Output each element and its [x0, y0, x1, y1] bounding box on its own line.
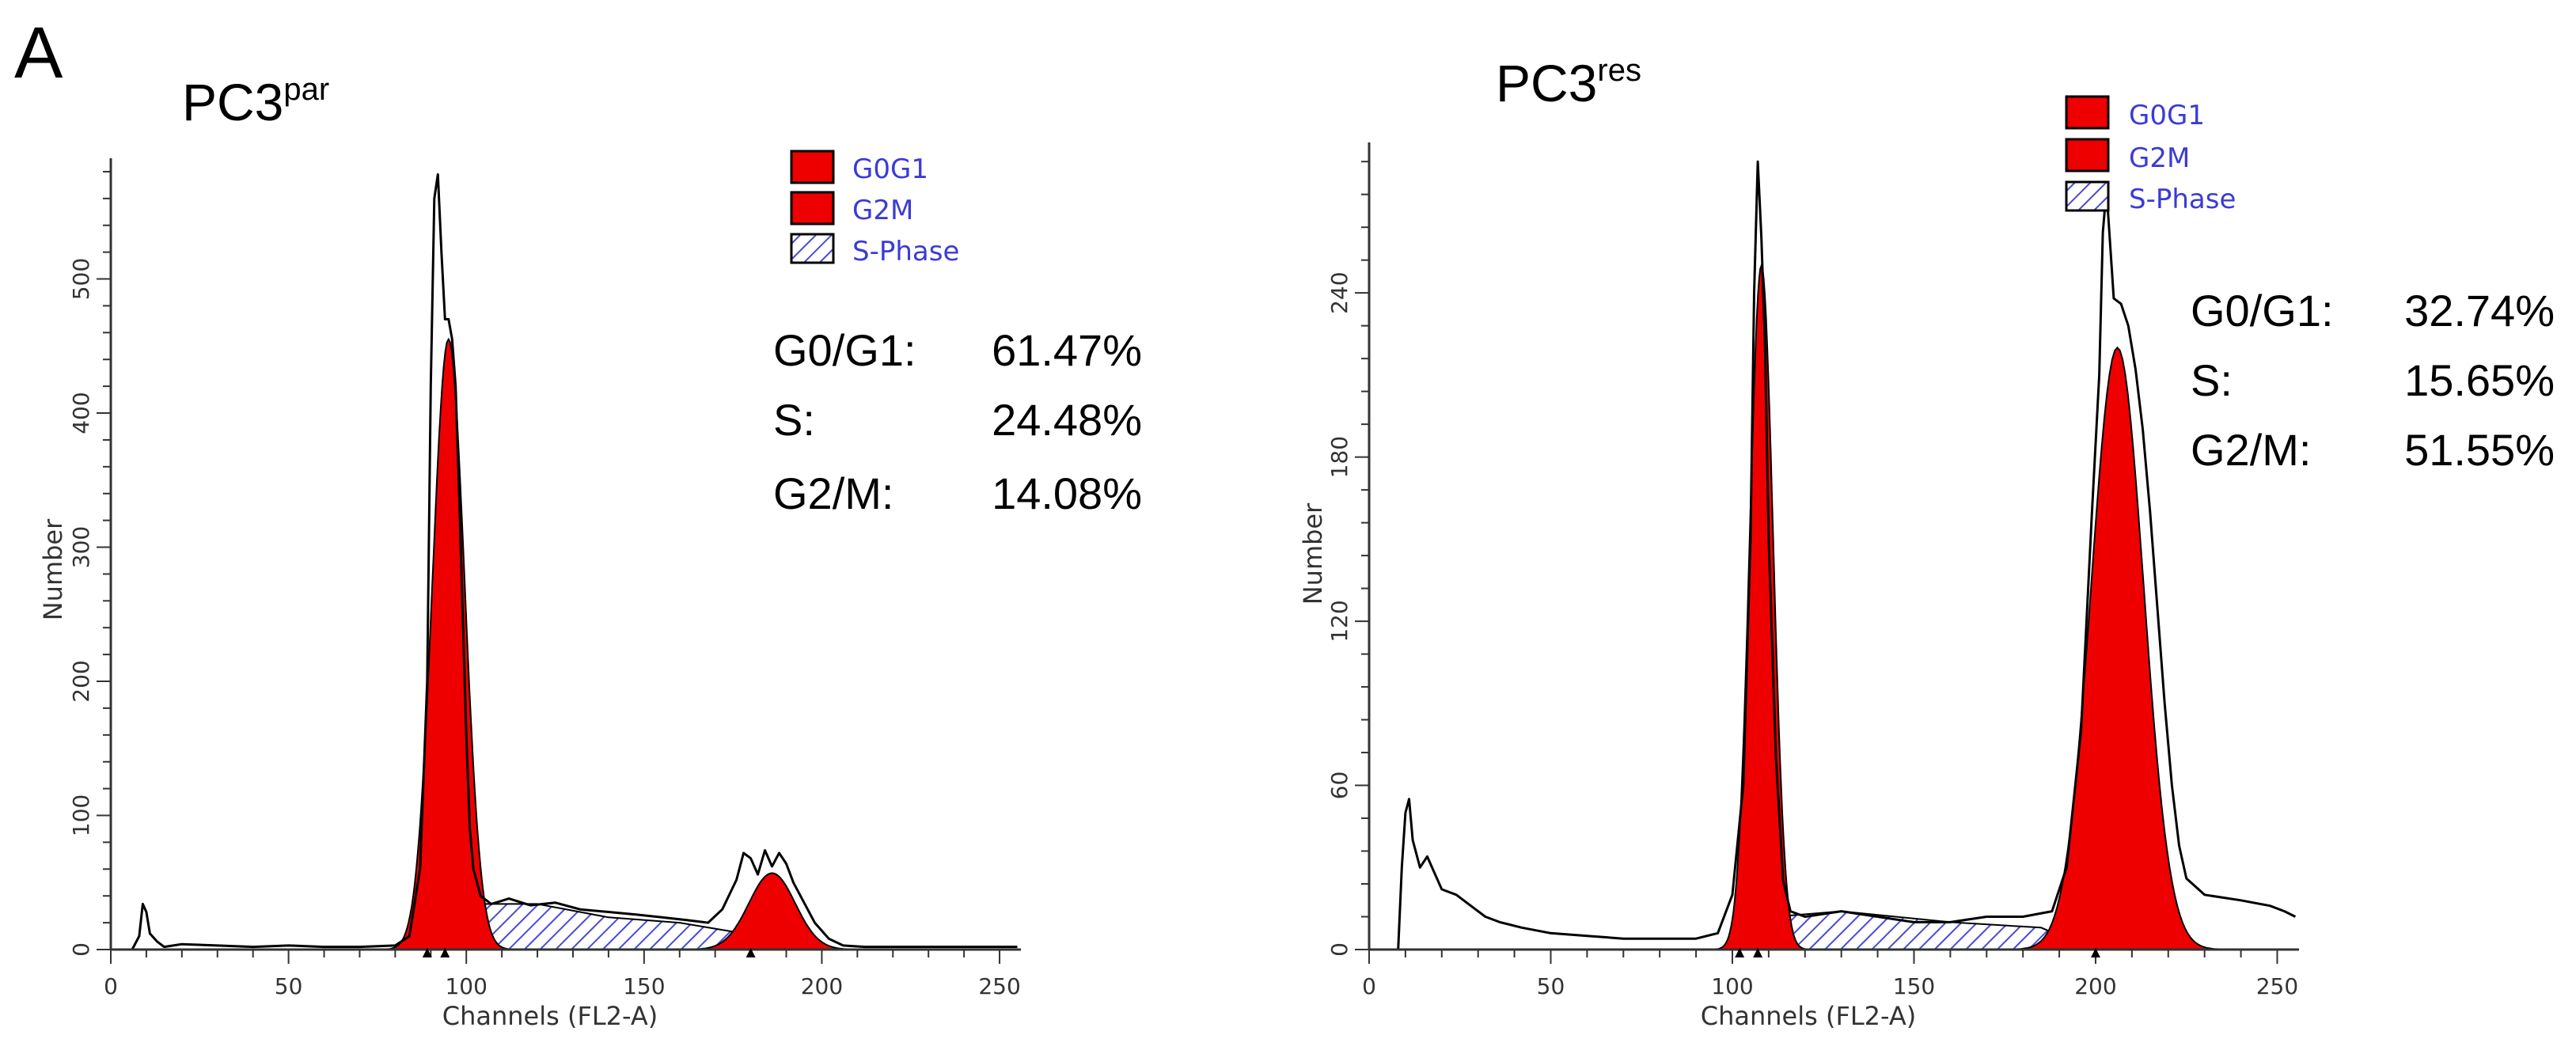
plot-area: 0 50 100 150 200 250 0 60 120 180 240	[1326, 142, 2299, 999]
x-tick-label: 150	[1893, 973, 1935, 999]
stat-label-g2m: G2/M:	[773, 468, 893, 518]
y-tick-label: 100	[68, 794, 94, 836]
chart-pc3-par: PC3par 0 50 100 150 200 250 0 100 200 300 400 500 C…	[38, 72, 1142, 1031]
y-tick-label: 400	[68, 392, 94, 434]
x-axis-label: Channels (FL2-A)	[442, 1001, 658, 1031]
legend-swatch-s-phase	[2065, 180, 2110, 212]
chart-pc3-res: PC3res 0 50 100 150 200 250 0 60 120 180 240 Chann…	[1298, 53, 2555, 1031]
stat-value-s: 24.48%	[992, 395, 1142, 445]
stat-label-s: S:	[2191, 355, 2233, 405]
legend: G0G1 G2M S-Phase	[2065, 95, 2236, 215]
y-tick-label: 60	[1326, 772, 1352, 800]
y-tick-label: 120	[1326, 600, 1352, 642]
g0g1-peak	[1714, 263, 1809, 950]
y-tick-label: 240	[1326, 271, 1352, 313]
peak-marker	[1735, 948, 1745, 957]
legend: G0G1 G2M S-Phase	[790, 150, 959, 267]
histogram-outline	[131, 173, 1018, 950]
legend-label-s-phase: S-Phase	[852, 236, 959, 267]
x-tick-label: 200	[801, 973, 843, 999]
peak-marker	[745, 948, 756, 957]
x-axis-label: Channels (FL2-A)	[1701, 1001, 1917, 1031]
y-tick-label: 200	[68, 660, 94, 702]
histogram-outline	[1397, 160, 2297, 950]
peak-marker	[440, 948, 450, 957]
legend-label-g0g1: G0G1	[2129, 100, 2205, 131]
stat-value-s: 15.65%	[2404, 355, 2555, 405]
x-tick-label: 150	[623, 973, 665, 999]
legend-label-g2m: G2M	[852, 195, 913, 226]
x-tick-label: 250	[978, 973, 1020, 999]
stat-label-g0g1: G0/G1:	[773, 325, 916, 375]
stat-label-s: S:	[773, 395, 815, 445]
legend-label-g2m: G2M	[2129, 142, 2190, 174]
panel-label: A	[14, 13, 63, 93]
stat-value-g0g1: 32.74%	[2404, 286, 2555, 336]
x-tick-label: 100	[445, 973, 487, 999]
legend-swatch-g0g1	[790, 150, 835, 184]
y-tick-label: 300	[68, 526, 94, 568]
stat-label-g2m: G2/M:	[2191, 425, 2311, 475]
g2m-peak	[2012, 346, 2223, 950]
x-tick-label: 0	[1362, 973, 1376, 999]
stat-label-g0g1: G0/G1:	[2191, 286, 2334, 336]
legend-swatch-g2m	[790, 191, 835, 226]
peak-marker	[422, 948, 432, 957]
stat-value-g2m: 51.55%	[2404, 425, 2555, 475]
legend-swatch-g2m	[2065, 138, 2110, 173]
chart-title: PC3res	[1496, 53, 1641, 112]
y-tick-label: 0	[1326, 942, 1352, 957]
x-tick-label: 100	[1711, 973, 1753, 999]
legend-label-s-phase: S-Phase	[2129, 184, 2236, 215]
legend-swatch-s-phase	[790, 233, 835, 264]
stat-value-g0g1: 61.47%	[992, 325, 1142, 375]
y-tick-label: 500	[68, 258, 94, 300]
x-tick-label: 50	[275, 973, 303, 999]
peak-marker	[2090, 948, 2100, 957]
g2m-peak	[679, 872, 865, 950]
g0g1-peak	[383, 337, 514, 950]
chart-title: PC3par	[182, 72, 329, 131]
legend-swatch-g0g1	[2065, 95, 2110, 130]
y-tick-label: 0	[68, 942, 94, 957]
stats-block: G0/G1: 61.47% S: 24.48% G2/M: 14.08%	[773, 325, 1142, 518]
x-tick-label: 50	[1537, 973, 1565, 999]
x-tick-label: 200	[2074, 973, 2116, 999]
y-tick-label: 180	[1326, 436, 1352, 478]
x-tick-label: 250	[2256, 973, 2298, 999]
stat-value-g2m: 14.08%	[992, 468, 1142, 518]
y-axis-label: Number	[38, 518, 68, 620]
y-axis-label: Number	[1298, 502, 1328, 605]
stats-block: G0/G1: 32.74% S: 15.65% G2/M: 51.55%	[2191, 286, 2555, 475]
peak-marker	[1753, 948, 1763, 957]
x-tick-label: 0	[104, 973, 118, 999]
legend-label-g0g1: G0G1	[852, 154, 928, 185]
plot-area: 0 50 100 150 200 250 0 100 200 300 400 500	[68, 158, 1021, 999]
